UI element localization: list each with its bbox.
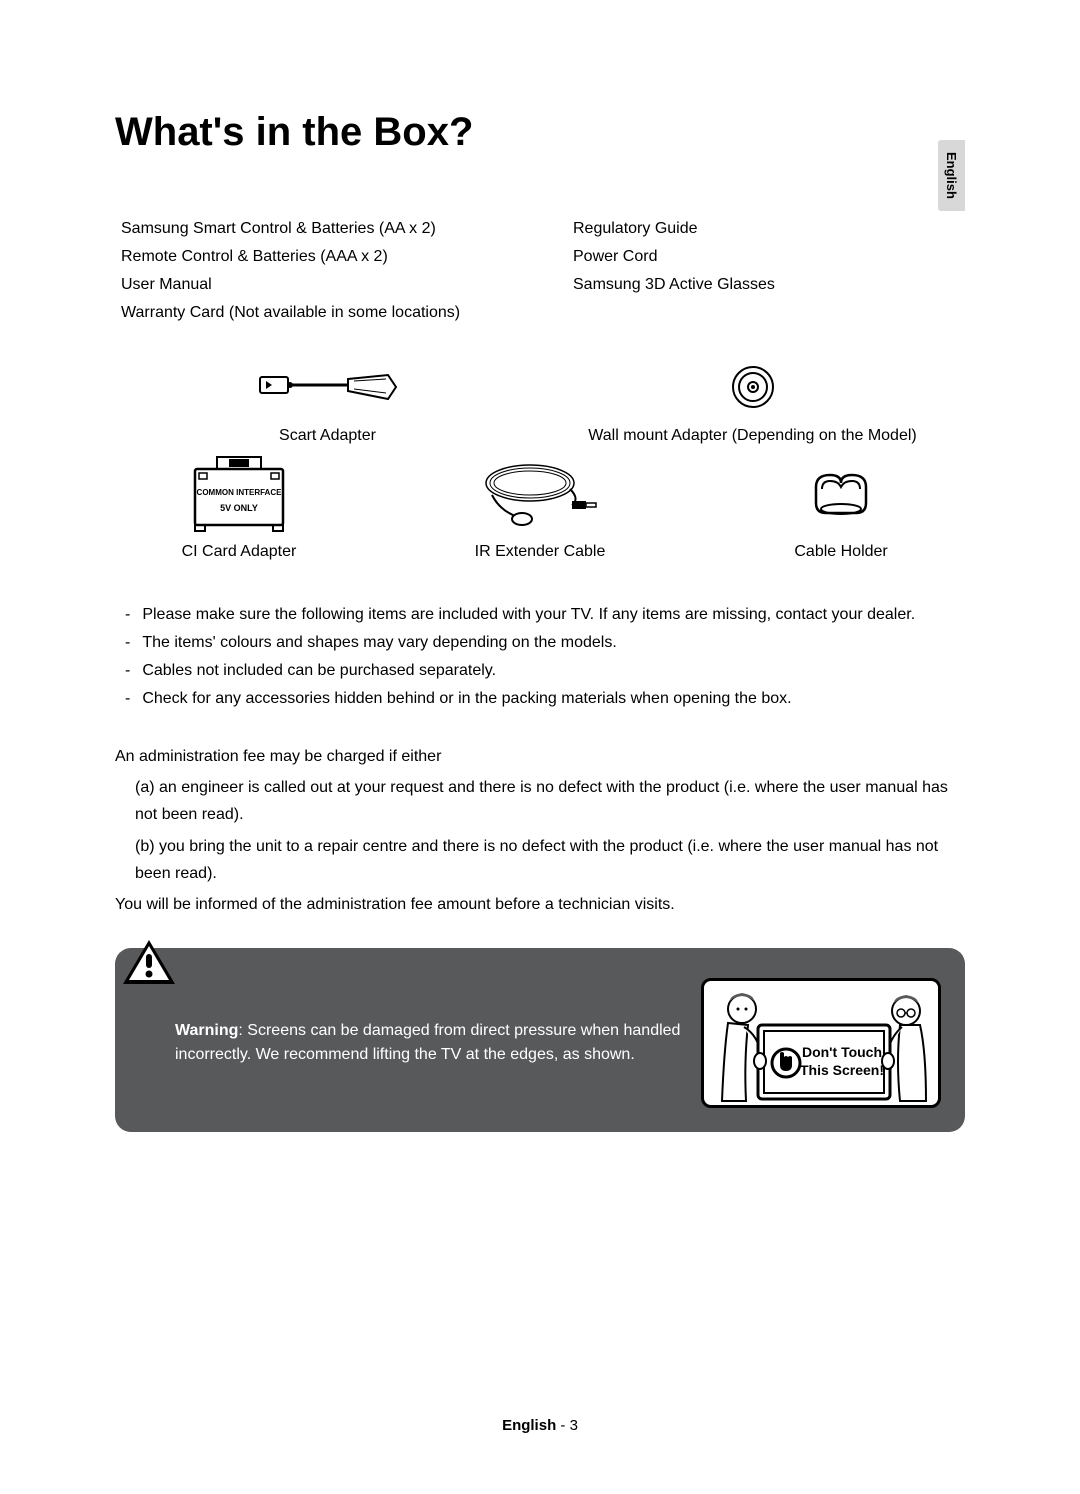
warning-box: Warning: Screens can be damaged from dir…	[115, 948, 965, 1132]
list-item: Remote Control & Batteries (AAA x 2)	[121, 243, 513, 271]
diagram-label: Scart Adapter	[279, 427, 376, 445]
svg-text:COMMON INTERFACE: COMMON INTERFACE	[197, 488, 283, 497]
diagram-wall-mount: Wall mount Adapter (Depending on the Mod…	[540, 357, 965, 445]
page-title: What's in the Box?	[115, 110, 965, 155]
list-item: Warranty Card (Not available in some loc…	[121, 299, 513, 327]
diagram-label: IR Extender Cable	[475, 543, 606, 561]
wall-mount-icon	[728, 357, 778, 417]
contents-column-2: Regulatory Guide Power Cord Samsung 3D A…	[573, 215, 965, 327]
warning-label: Warning	[175, 1022, 238, 1039]
diagram-row-2: COMMON INTERFACE 5V ONLY CI Card Adapter…	[115, 455, 965, 561]
admin-fee-section: An administration fee may be charged if …	[115, 743, 965, 918]
svg-text:5V ONLY: 5V ONLY	[220, 503, 258, 513]
contents-column-1: Samsung Smart Control & Batteries (AA x …	[121, 215, 513, 327]
footer-lang: English	[502, 1417, 556, 1434]
scart-adapter-icon	[258, 357, 398, 417]
diagram-scart-adapter: Scart Adapter	[115, 357, 540, 445]
box-contents-list: Samsung Smart Control & Batteries (AA x …	[115, 215, 965, 327]
svg-text:Don't Touch: Don't Touch	[802, 1044, 882, 1060]
notes-list: -Please make sure the following items ar…	[115, 601, 965, 713]
warning-body: : Screens can be damaged from direct pre…	[175, 1022, 680, 1063]
admin-item-b: (b) you bring the unit to a repair centr…	[115, 833, 965, 887]
warning-icon	[121, 938, 177, 996]
footer-sep: -	[556, 1417, 569, 1434]
diagram-label: CI Card Adapter	[182, 543, 297, 561]
list-item: Samsung 3D Active Glasses	[573, 271, 965, 299]
list-item: Regulatory Guide	[573, 215, 965, 243]
ir-extender-icon	[480, 455, 600, 533]
diagram-label: Cable Holder	[794, 543, 887, 561]
svg-text:This Screen!: This Screen!	[800, 1062, 884, 1078]
warning-text: Warning: Screens can be damaged from dir…	[175, 1019, 681, 1067]
diagram-cable-holder: Cable Holder	[717, 455, 965, 561]
diagram-label: Wall mount Adapter (Depending on the Mod…	[588, 427, 916, 445]
note-item: -The items' colours and shapes may vary …	[115, 629, 965, 657]
language-tab: English	[938, 140, 965, 211]
note-item: -Cables not included can be purchased se…	[115, 657, 965, 685]
note-item: -Check for any accessories hidden behind…	[115, 685, 965, 713]
cable-holder-icon	[806, 455, 876, 533]
list-item: Samsung Smart Control & Batteries (AA x …	[121, 215, 513, 243]
footer-page: 3	[570, 1417, 578, 1434]
admin-intro: An administration fee may be charged if …	[115, 743, 965, 770]
admin-item-a: (a) an engineer is called out at your re…	[115, 774, 965, 828]
warning-illustration: Don't Touch This Screen!	[701, 978, 941, 1108]
admin-outro: You will be informed of the administrati…	[115, 891, 965, 918]
diagram-row-1: Scart Adapter Wall mount Adapter (Depend…	[115, 357, 965, 445]
list-item: User Manual	[121, 271, 513, 299]
list-item: Power Cord	[573, 243, 965, 271]
diagram-ir-extender: IR Extender Cable	[363, 455, 717, 561]
page-footer: English - 3	[0, 1417, 1080, 1434]
note-item: -Please make sure the following items ar…	[115, 601, 965, 629]
ci-card-icon: COMMON INTERFACE 5V ONLY	[189, 455, 289, 533]
diagram-ci-card: COMMON INTERFACE 5V ONLY CI Card Adapter	[115, 455, 363, 561]
